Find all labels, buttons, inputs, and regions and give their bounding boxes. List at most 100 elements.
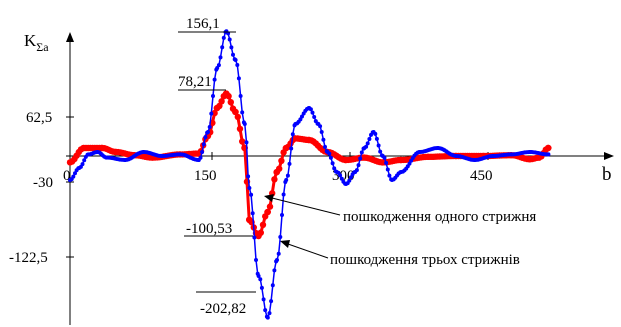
series-point bbox=[359, 150, 364, 155]
callout-three-rods: пошкодження трьох стрижнів bbox=[280, 240, 520, 268]
series-point bbox=[378, 149, 383, 154]
series-point bbox=[312, 115, 317, 119]
series-point bbox=[287, 161, 292, 166]
series-point bbox=[264, 208, 271, 216]
series-point bbox=[276, 251, 281, 256]
series-point bbox=[349, 175, 353, 180]
series-point bbox=[240, 110, 245, 115]
series-point bbox=[258, 277, 263, 282]
series-point bbox=[221, 35, 226, 40]
series-point bbox=[289, 146, 294, 151]
series-point bbox=[332, 166, 337, 171]
series-point bbox=[236, 125, 244, 133]
annotation-label-min-blue: -202,82 bbox=[200, 301, 246, 317]
annotation-max-blue: 156,1 bbox=[178, 16, 236, 33]
series-one-rod bbox=[66, 90, 552, 240]
series-point bbox=[82, 158, 87, 163]
series-point bbox=[284, 178, 289, 182]
series-point bbox=[270, 283, 275, 288]
series-point bbox=[244, 140, 249, 145]
callout-line bbox=[271, 197, 341, 216]
series-point bbox=[267, 311, 272, 316]
y-tick-label-minus-122-5: -122,5 bbox=[9, 250, 48, 266]
series-point bbox=[227, 37, 232, 42]
annotation-min-red: -100,53 bbox=[184, 221, 253, 237]
series-point bbox=[374, 136, 379, 141]
x-tick-label-0: 0 bbox=[63, 168, 71, 184]
series-point bbox=[207, 125, 212, 129]
series-point bbox=[71, 174, 76, 179]
x-axis-label: b bbox=[602, 164, 612, 185]
series-point bbox=[80, 162, 85, 167]
annotation-min-blue: -202,82 bbox=[196, 291, 256, 317]
series-point bbox=[382, 155, 387, 160]
series-point bbox=[233, 58, 238, 62]
x-axis-arrow bbox=[604, 152, 614, 160]
callout-line bbox=[287, 243, 329, 259]
series-point bbox=[234, 113, 241, 121]
series-point bbox=[330, 161, 335, 166]
series-point bbox=[220, 45, 225, 50]
series-point bbox=[249, 192, 254, 197]
series-point bbox=[229, 45, 234, 50]
series-point bbox=[203, 135, 208, 140]
series-point bbox=[323, 144, 327, 149]
annotation-label-max-red: 78,21 bbox=[178, 74, 212, 90]
series-point bbox=[275, 258, 279, 262]
series-point bbox=[319, 130, 324, 134]
series-point bbox=[250, 211, 255, 216]
series-point bbox=[227, 99, 234, 106]
series-point bbox=[265, 315, 270, 320]
series-point bbox=[73, 171, 77, 176]
series-point bbox=[338, 173, 343, 178]
series-point bbox=[254, 258, 258, 262]
series-point bbox=[211, 94, 215, 98]
series-point bbox=[269, 299, 274, 304]
series-point bbox=[259, 285, 264, 290]
series-point bbox=[216, 63, 221, 68]
series-point bbox=[376, 143, 381, 148]
series-point bbox=[281, 192, 286, 197]
series-point bbox=[318, 124, 323, 129]
series-point bbox=[278, 235, 283, 239]
series-point bbox=[278, 157, 285, 164]
series-point bbox=[218, 98, 225, 105]
series-point bbox=[356, 163, 361, 168]
series-point bbox=[271, 176, 278, 183]
series-point bbox=[545, 144, 552, 152]
series-point bbox=[354, 168, 359, 173]
series-point bbox=[280, 213, 284, 217]
series-point bbox=[385, 167, 390, 172]
series-point bbox=[266, 203, 274, 210]
series-point bbox=[238, 94, 243, 98]
series-point bbox=[201, 142, 206, 147]
series-point bbox=[200, 150, 205, 154]
y-axis-label: KΣa bbox=[24, 31, 49, 54]
series-point bbox=[365, 141, 370, 146]
series-point bbox=[358, 156, 363, 161]
series-point bbox=[236, 76, 241, 81]
x-tick-label-450: 450 bbox=[470, 168, 493, 184]
series-point bbox=[247, 186, 252, 190]
series-point bbox=[290, 132, 295, 137]
series-point bbox=[231, 52, 235, 57]
series-point bbox=[364, 144, 369, 149]
series-point bbox=[328, 155, 333, 160]
callout-label-three-rods: пошкодження трьох стрижнів bbox=[330, 252, 520, 268]
callout-one-rod: пошкодження одного стрижня bbox=[264, 194, 536, 225]
y-tick-label-minus-30: -30 bbox=[33, 175, 53, 191]
series-point bbox=[239, 138, 246, 145]
series-three-rods bbox=[68, 29, 551, 320]
series-point bbox=[367, 137, 372, 141]
series-point bbox=[242, 122, 247, 126]
series-point bbox=[252, 235, 257, 240]
callout-arrowhead bbox=[264, 194, 274, 202]
series-point bbox=[347, 178, 352, 183]
series-point bbox=[308, 107, 313, 112]
series-point bbox=[373, 131, 378, 136]
series-point bbox=[384, 160, 389, 165]
series-point bbox=[276, 165, 283, 172]
series-point bbox=[211, 109, 218, 117]
series-point bbox=[206, 130, 210, 134]
